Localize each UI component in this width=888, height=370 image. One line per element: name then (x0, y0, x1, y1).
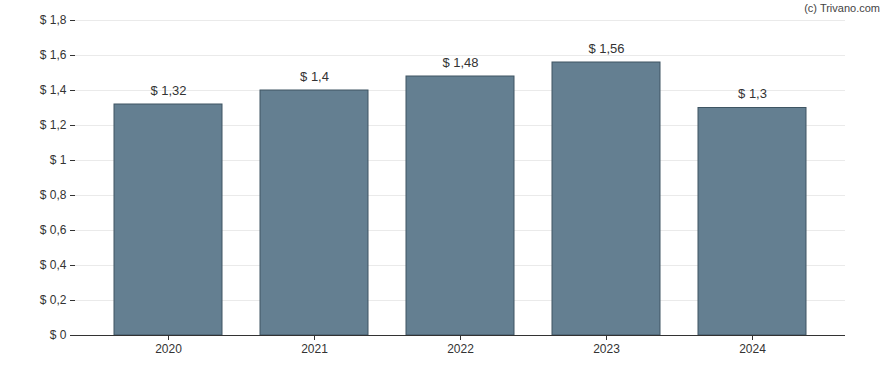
svg-text:$ 0,8: $ 0,8 (40, 188, 67, 202)
svg-text:$ 0,4: $ 0,4 (40, 258, 67, 272)
svg-text:$ 0,6: $ 0,6 (40, 223, 67, 237)
svg-text:$ 1,4: $ 1,4 (40, 83, 67, 97)
svg-text:$ 1,2: $ 1,2 (40, 118, 67, 132)
svg-text:$ 1,4: $ 1,4 (300, 69, 329, 84)
svg-text:$ 1,56: $ 1,56 (588, 41, 624, 56)
svg-text:$ 1: $ 1 (50, 153, 67, 167)
svg-text:2023: 2023 (593, 342, 620, 356)
svg-text:$ 1,6: $ 1,6 (40, 48, 67, 62)
svg-text:2020: 2020 (155, 342, 182, 356)
svg-text:$ 0,2: $ 0,2 (40, 293, 67, 307)
svg-text:$ 1,32: $ 1,32 (150, 83, 186, 98)
svg-text:2024: 2024 (739, 342, 766, 356)
svg-text:2022: 2022 (447, 342, 474, 356)
svg-text:$ 1,48: $ 1,48 (442, 55, 478, 70)
svg-text:$ 0: $ 0 (50, 328, 67, 342)
svg-text:$ 1,3: $ 1,3 (738, 86, 767, 101)
svg-text:2021: 2021 (301, 342, 328, 356)
svg-text:$ 1,8: $ 1,8 (40, 13, 67, 27)
html-text:(c) Trivano.com: (c) Trivano.com (804, 2, 880, 14)
